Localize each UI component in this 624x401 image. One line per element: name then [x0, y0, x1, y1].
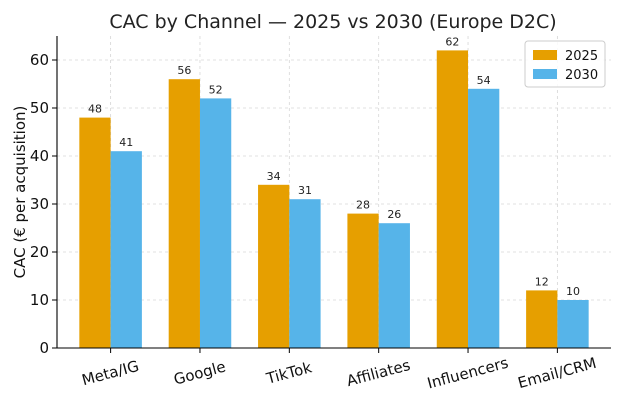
legend-label: 2030 — [565, 68, 598, 83]
bar-2025-affiliates — [347, 213, 379, 348]
bar-value-label: 48 — [88, 103, 102, 116]
bar-value-label: 10 — [566, 285, 580, 298]
bar-2030-meta-ig — [110, 151, 142, 348]
legend: 2025 2030 — [524, 40, 606, 88]
bar-value-label: 54 — [477, 74, 491, 87]
chart-title: CAC by Channel — 2025 vs 2030 (Europe D2… — [109, 11, 556, 33]
y-axis-label: CAC (€ per acquisition) — [11, 106, 29, 279]
x-tick-label: Affiliates — [345, 356, 413, 390]
x-tick-label: Email/CRM — [516, 354, 598, 392]
bar-2025-google — [168, 79, 200, 348]
bar-value-label: 52 — [209, 83, 223, 96]
legend-swatch — [533, 69, 557, 79]
x-tick-label: Meta/IG — [80, 357, 141, 389]
bar-value-label: 62 — [445, 35, 459, 48]
bar-value-label: 34 — [267, 170, 281, 183]
y-tick-label: 20 — [30, 243, 49, 261]
bar-value-label: 31 — [298, 184, 312, 197]
x-tick-label: TikTok — [264, 358, 314, 388]
y-tick-label: 40 — [30, 147, 49, 165]
bar-value-label: 41 — [119, 136, 133, 149]
bar-value-label: 12 — [535, 275, 549, 288]
bar-value-label: 56 — [177, 64, 191, 77]
bar-2030-affiliates — [378, 223, 410, 348]
legend-swatch — [533, 50, 557, 60]
bar-2025-meta-ig — [79, 117, 111, 348]
y-tick-label: 10 — [30, 291, 49, 309]
y-tick-label: 30 — [30, 195, 49, 213]
y-tick-label: 60 — [30, 51, 49, 69]
x-tick-label: Influencers — [425, 354, 510, 393]
y-tick-label: 0 — [39, 339, 49, 357]
legend-label: 2025 — [565, 49, 598, 64]
data-labels: 48 56 34 28 62 12 41 52 31 26 54 10 — [88, 35, 580, 298]
bar-value-label: 26 — [387, 208, 401, 221]
bar-2030-tiktok — [289, 199, 321, 348]
y-tick-label: 50 — [30, 99, 49, 117]
bar-2025-tiktok — [258, 184, 290, 348]
bar-2030-google — [199, 98, 232, 349]
bars — [79, 50, 589, 349]
bar-2030-email-crm — [557, 300, 589, 348]
x-tick-label: Google — [172, 357, 228, 388]
bar-2025-email-crm — [526, 290, 558, 348]
bar-2030-influencers — [468, 88, 500, 349]
bar-2025-influencers — [436, 50, 469, 349]
bar-value-label: 28 — [356, 199, 370, 212]
